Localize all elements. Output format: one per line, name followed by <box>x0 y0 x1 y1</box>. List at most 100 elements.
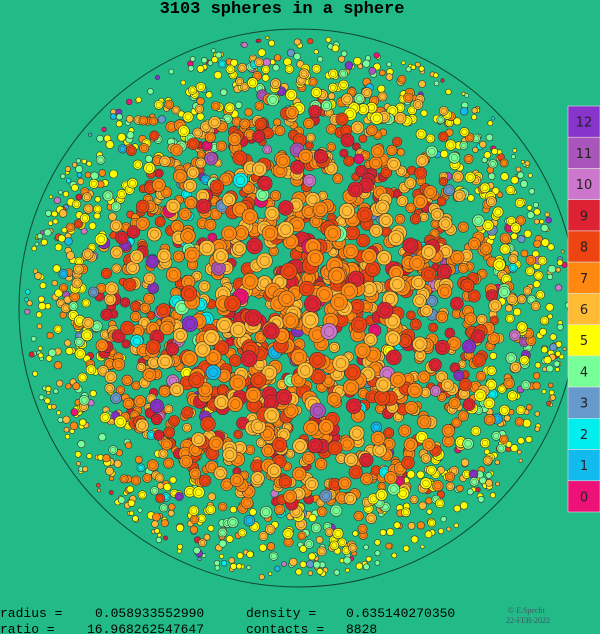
sphere-ring <box>219 387 227 395</box>
legend-swatch <box>567 480 600 513</box>
sphere <box>88 178 99 189</box>
sphere <box>274 503 286 515</box>
sphere-ring <box>321 422 331 432</box>
sphere <box>298 149 314 164</box>
sphere-ring <box>112 222 120 230</box>
sphere <box>160 519 169 528</box>
sphere <box>121 374 133 387</box>
sphere-ring <box>305 176 314 185</box>
sphere <box>37 345 43 351</box>
sphere <box>324 527 334 537</box>
sphere <box>432 72 439 79</box>
sphere <box>193 546 201 555</box>
sphere <box>261 74 270 82</box>
sphere-ring <box>223 480 231 489</box>
sphere <box>63 426 70 433</box>
sphere-ring <box>340 81 347 89</box>
sphere-ring <box>224 228 234 239</box>
sphere-ring <box>112 248 121 257</box>
sphere-ring <box>172 146 181 154</box>
sphere <box>426 465 437 476</box>
sphere <box>119 474 129 484</box>
sphere <box>236 563 243 570</box>
sphere <box>59 283 68 293</box>
sphere <box>469 477 479 487</box>
sphere <box>556 323 564 331</box>
sphere <box>135 96 142 103</box>
sphere <box>126 131 135 139</box>
sphere <box>510 232 518 240</box>
sphere <box>129 510 135 516</box>
sphere <box>562 346 567 351</box>
sphere-ring <box>349 545 356 551</box>
sphere-ring <box>508 218 515 225</box>
sphere <box>268 39 275 47</box>
sphere <box>451 417 462 428</box>
sphere <box>274 565 281 572</box>
sphere <box>306 249 324 267</box>
sphere <box>547 313 553 320</box>
sphere <box>445 481 455 491</box>
sphere <box>528 188 535 195</box>
sphere-ring <box>359 105 367 113</box>
sphere <box>69 291 80 303</box>
sphere <box>520 380 531 391</box>
sphere <box>377 84 386 93</box>
sphere <box>510 222 522 234</box>
sphere <box>177 543 183 550</box>
sphere <box>77 177 85 185</box>
sphere <box>417 370 431 384</box>
sphere-ring <box>418 156 427 165</box>
sphere <box>505 352 517 364</box>
sphere <box>236 552 244 559</box>
sphere <box>278 475 293 489</box>
sphere-ring <box>449 339 459 348</box>
sphere-ring <box>73 201 80 208</box>
legend-label: 1 <box>580 459 588 474</box>
sphere-ring <box>200 282 209 291</box>
sphere-ring <box>482 244 490 253</box>
sphere <box>327 440 343 456</box>
sphere <box>305 560 314 569</box>
sphere-ring <box>206 221 215 229</box>
sphere <box>212 248 229 264</box>
sphere <box>303 419 320 436</box>
sphere <box>263 323 280 340</box>
sphere-ring <box>324 376 333 385</box>
sphere-ring <box>122 224 129 231</box>
sphere <box>108 212 117 221</box>
sphere-ring <box>267 208 277 218</box>
sphere-ring <box>330 443 340 453</box>
sphere <box>441 378 455 392</box>
stat-label: contacts = <box>246 622 324 634</box>
sphere-ring <box>313 524 320 532</box>
sphere <box>127 177 138 189</box>
sphere <box>493 258 506 272</box>
sphere-ring <box>474 216 483 225</box>
sphere <box>297 531 307 541</box>
sphere <box>310 522 322 534</box>
sphere <box>452 170 464 183</box>
sphere-ring <box>286 406 296 416</box>
sphere-ring <box>287 91 295 99</box>
sphere-ring <box>280 224 291 235</box>
sphere-ring <box>60 270 67 277</box>
sphere <box>174 491 184 501</box>
sphere-ring <box>194 129 201 137</box>
sphere-ring <box>145 370 154 380</box>
sphere <box>463 154 474 164</box>
sphere-ring <box>145 164 154 172</box>
sphere-ring <box>272 192 279 199</box>
sphere-ring <box>391 233 401 243</box>
sphere <box>416 521 425 530</box>
sphere <box>74 336 85 348</box>
sphere-ring <box>444 426 453 435</box>
sphere <box>426 508 433 515</box>
sphere <box>438 106 449 116</box>
sphere-ring <box>304 454 313 463</box>
sphere <box>56 410 62 416</box>
sphere <box>376 250 392 266</box>
sphere-ring <box>412 320 420 329</box>
sphere <box>72 382 81 391</box>
sphere-ring <box>156 218 164 225</box>
